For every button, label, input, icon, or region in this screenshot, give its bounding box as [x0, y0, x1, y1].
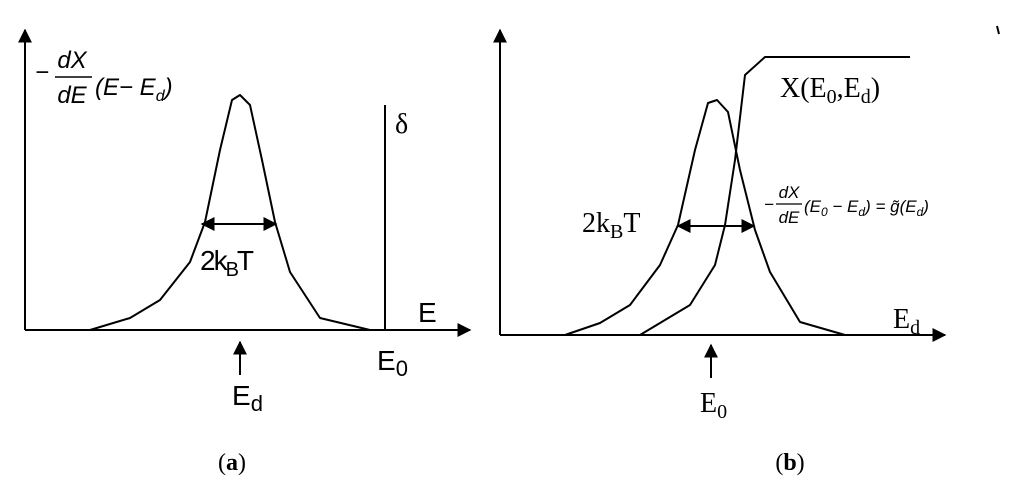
text-part: X(E [780, 73, 827, 104]
text-part: E [232, 380, 251, 411]
text-part: 2k [200, 245, 229, 276]
text-part: d [917, 205, 924, 219]
text-part: B [226, 259, 239, 281]
arguments: (E− Ed) [95, 74, 173, 105]
formula: − dX dE (E0 − Ed) = g̃(Ed) [764, 183, 929, 227]
sign: − [35, 59, 49, 86]
bell-curve [564, 99, 846, 336]
caption: (b) [775, 450, 804, 476]
width-label: 2kBT [582, 208, 640, 243]
text-part: d [910, 317, 920, 339]
text-part: T [623, 208, 640, 239]
peak-label: E0 [700, 388, 727, 423]
text-part: 0 [821, 205, 828, 219]
text-part: ) = g̃(E [863, 197, 917, 216]
curve-label: X(E0,Ed) [780, 73, 880, 108]
numerator: dX [779, 183, 800, 202]
text-part: ) [162, 74, 173, 101]
x-label: E [418, 297, 437, 328]
text-part: ( [775, 450, 783, 476]
text-part: b [783, 450, 796, 476]
text-part: d [156, 88, 166, 105]
arguments: (E0 − Ed) = g̃(Ed) [804, 197, 929, 219]
text-part: T [237, 245, 254, 276]
text-part: E [893, 304, 910, 335]
denominator: dE [57, 82, 87, 109]
denominator: dE [779, 208, 800, 227]
corner-mark [996, 25, 1000, 35]
e0-label: E0 [377, 345, 408, 381]
text-part: ( [218, 450, 226, 476]
bell-curve [89, 94, 371, 331]
numerator: dX [57, 47, 87, 74]
panel-b: X(E0,Ed) 2kBT − dX dE (E0 − Ed) = g̃(Ed)… [493, 25, 1000, 476]
text-part: 0 [827, 86, 837, 108]
text-part: ,E [837, 73, 861, 104]
text-part: ) [238, 450, 246, 476]
text-part: − E [828, 197, 859, 216]
text-part: ) [871, 73, 880, 104]
text-part: a [226, 450, 238, 476]
caption: (a) [218, 450, 246, 476]
text-part: ) [921, 197, 929, 216]
y-label: − dX dE (E− Ed) [35, 47, 173, 109]
width-label: 2kBT [200, 245, 254, 281]
panel-a: − dX dE (E− Ed) δ E E0 Ed 2kBT (a) [18, 28, 472, 476]
text-part: B [610, 221, 623, 243]
text-part: d [251, 391, 263, 416]
text-part: E [700, 388, 717, 419]
delta-label: δ [395, 109, 408, 140]
text-part: 2k [582, 208, 610, 239]
peak-label: Ed [232, 380, 263, 416]
text-part: d [858, 205, 865, 219]
text-part: 0 [396, 356, 408, 381]
text-part: ) [797, 450, 805, 476]
x-label: Ed [893, 304, 920, 339]
text-part: d [861, 86, 871, 108]
text-part: (E− E [95, 74, 157, 101]
text-part: (E [804, 197, 822, 216]
text-part: 0 [717, 401, 727, 423]
text-part: E [377, 345, 396, 376]
sign: − [764, 195, 774, 214]
